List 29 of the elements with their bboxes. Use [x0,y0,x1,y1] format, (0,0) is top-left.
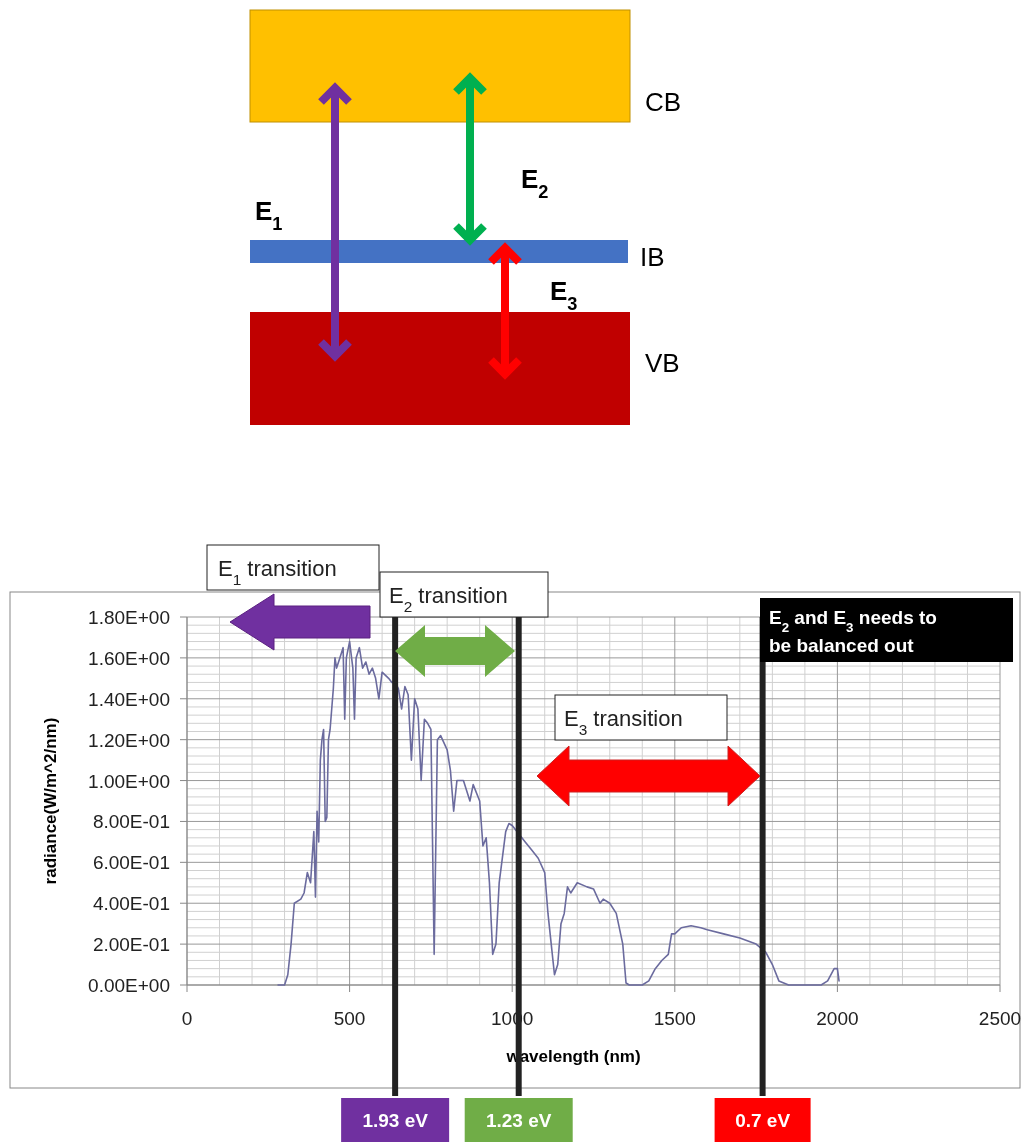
text: E$_{2}$ transition [389,583,508,615]
y-tick-label: 6.00E-01 [92,852,170,874]
x-tick-label: 500 [333,1008,366,1029]
y-tick-label: 1.00E+00 [88,770,170,792]
x-tick-label: 2000 [816,1008,859,1029]
y-tick-label: 1.20E+00 [88,729,170,751]
text: CB [645,87,682,117]
annotation: E$_{3}$ transition [564,706,683,738]
x-tick-label: 1500 [653,1008,696,1029]
annotation: E$_{2}$ and E$_{3}$ needs to be balanced out [769,607,937,656]
y-tick-label: 8.00E-01 [92,811,170,833]
y-tick-label: 1.40E+00 [88,688,170,710]
y-axis-title: radiance(W/m^2/nm) [41,717,60,885]
x-tick-label: 2500 [978,1008,1022,1029]
y-tick-label: 1.80E+00 [88,607,170,628]
y-tick-label: 4.00E-01 [92,893,170,915]
text: E$_{2}$ [521,164,549,202]
text: E$_{1}$ transition [218,556,337,588]
y-tick-label: 1.60E+00 [88,647,170,669]
y-tick-label: 2.00E-01 [92,934,170,956]
x-tick-label: 0 [181,1008,193,1029]
text: E$_{1}$ [255,196,283,234]
text: VB [645,348,680,378]
ref-line-label: 0.7 eV [735,1110,791,1131]
text: E$_{3}$ [550,276,578,314]
y-tick-label: 0.00E+00 [88,975,170,996]
text: IB [640,242,665,272]
ref-line-label: 1.23 eV [485,1110,552,1131]
ref-line-label: 1.93 eV [362,1110,429,1131]
